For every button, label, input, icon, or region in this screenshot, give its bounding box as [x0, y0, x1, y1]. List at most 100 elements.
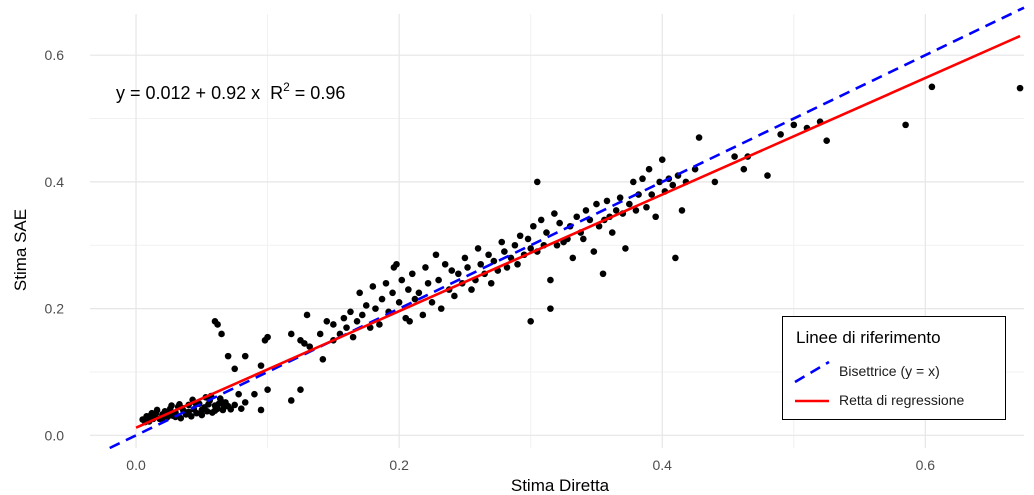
data-point — [468, 286, 475, 293]
data-point — [573, 213, 581, 221]
data-point — [257, 406, 265, 414]
x-tick-labels: 0.0 0.2 0.4 0.6 — [126, 457, 935, 473]
data-point — [902, 121, 909, 129]
data-point — [176, 400, 183, 408]
data-point — [645, 165, 653, 173]
r2-value: = 0.96 — [290, 83, 346, 103]
data-point — [257, 362, 265, 369]
data-point — [498, 238, 506, 246]
bisector-line — [109, 6, 1025, 450]
data-point — [193, 409, 200, 417]
data-point — [731, 153, 738, 160]
data-point — [347, 308, 354, 316]
data-point — [530, 222, 537, 230]
legend-label-bisector: Bisettrice (y = x) — [839, 363, 940, 379]
data-point — [168, 402, 175, 409]
data-point — [485, 251, 492, 259]
data-point — [214, 321, 221, 328]
data-point — [353, 317, 361, 325]
data-point — [691, 165, 699, 173]
data-point — [711, 178, 719, 186]
data-point — [356, 289, 363, 297]
regression-equation: y = 0.012 + 0.92 x R2 = 0.96 — [116, 80, 345, 103]
y-tick-label: 0.6 — [45, 47, 65, 63]
data-point — [237, 405, 245, 413]
data-point — [235, 390, 242, 398]
data-point — [408, 270, 416, 278]
data-point — [501, 248, 508, 255]
data-point — [590, 248, 598, 255]
legend: Linee di riferimento Bisettrice (y = x) … — [782, 316, 1006, 420]
data-point — [369, 283, 377, 290]
data-point — [287, 330, 295, 338]
data-point — [241, 399, 249, 406]
data-point — [224, 352, 232, 360]
data-point — [928, 83, 936, 91]
data-point — [316, 330, 324, 338]
data-point — [503, 264, 511, 271]
data-point — [669, 181, 677, 189]
data-point — [603, 197, 611, 205]
data-point — [319, 355, 327, 363]
data-point — [437, 305, 445, 312]
data-point — [626, 200, 633, 208]
data-point — [658, 156, 666, 164]
data-point — [639, 175, 646, 183]
data-point — [464, 264, 471, 271]
data-point — [389, 289, 396, 297]
y-tick-labels: 0.0 0.2 0.4 0.6 — [45, 47, 65, 443]
data-point — [264, 386, 271, 394]
data-point — [306, 343, 313, 350]
data-point — [211, 407, 219, 414]
data-point — [411, 295, 419, 303]
data-point — [648, 191, 656, 198]
data-point — [435, 276, 442, 284]
data-point — [406, 317, 413, 325]
data-point — [424, 279, 432, 287]
data-point — [643, 203, 650, 211]
data-point — [477, 260, 485, 268]
data-point — [569, 254, 577, 262]
data-point — [264, 333, 271, 341]
data-point — [543, 229, 550, 236]
dashed-line-icon — [794, 360, 830, 384]
data-point — [514, 260, 521, 268]
data-point — [218, 330, 225, 338]
data-point — [382, 279, 390, 287]
data-point — [152, 410, 160, 418]
legend-label-regression: Retta di regressione — [839, 392, 965, 408]
data-point — [428, 298, 436, 306]
data-point — [251, 390, 258, 398]
data-point — [695, 134, 703, 141]
data-point — [395, 298, 403, 306]
x-tick-label: 0.4 — [653, 457, 673, 473]
r2-exponent: 2 — [283, 80, 290, 94]
data-point — [303, 311, 311, 319]
data-point — [622, 245, 629, 252]
legend-title: Linee di riferimento — [796, 328, 941, 347]
data-point — [205, 400, 212, 408]
data-point — [474, 245, 482, 252]
data-point — [378, 295, 386, 303]
data-point — [556, 219, 563, 227]
data-point — [672, 254, 679, 262]
legend-item-regression: Retta di regressione — [793, 389, 1003, 413]
data-point — [330, 321, 337, 328]
data-point — [198, 411, 206, 419]
data-point — [632, 207, 640, 214]
data-point — [198, 406, 206, 414]
data-point — [231, 365, 239, 373]
legend-item-bisector: Bisettrice (y = x) — [793, 360, 1003, 384]
data-point — [740, 165, 748, 173]
y-tick-label: 0.4 — [45, 174, 65, 190]
data-point — [220, 403, 228, 411]
data-point — [533, 178, 541, 186]
data-point — [415, 289, 423, 297]
data-point — [777, 131, 784, 138]
data-point — [656, 178, 663, 186]
data-points — [139, 83, 1024, 426]
y-tick-label: 0.2 — [45, 301, 65, 317]
data-point — [790, 121, 798, 129]
data-point — [340, 314, 348, 322]
